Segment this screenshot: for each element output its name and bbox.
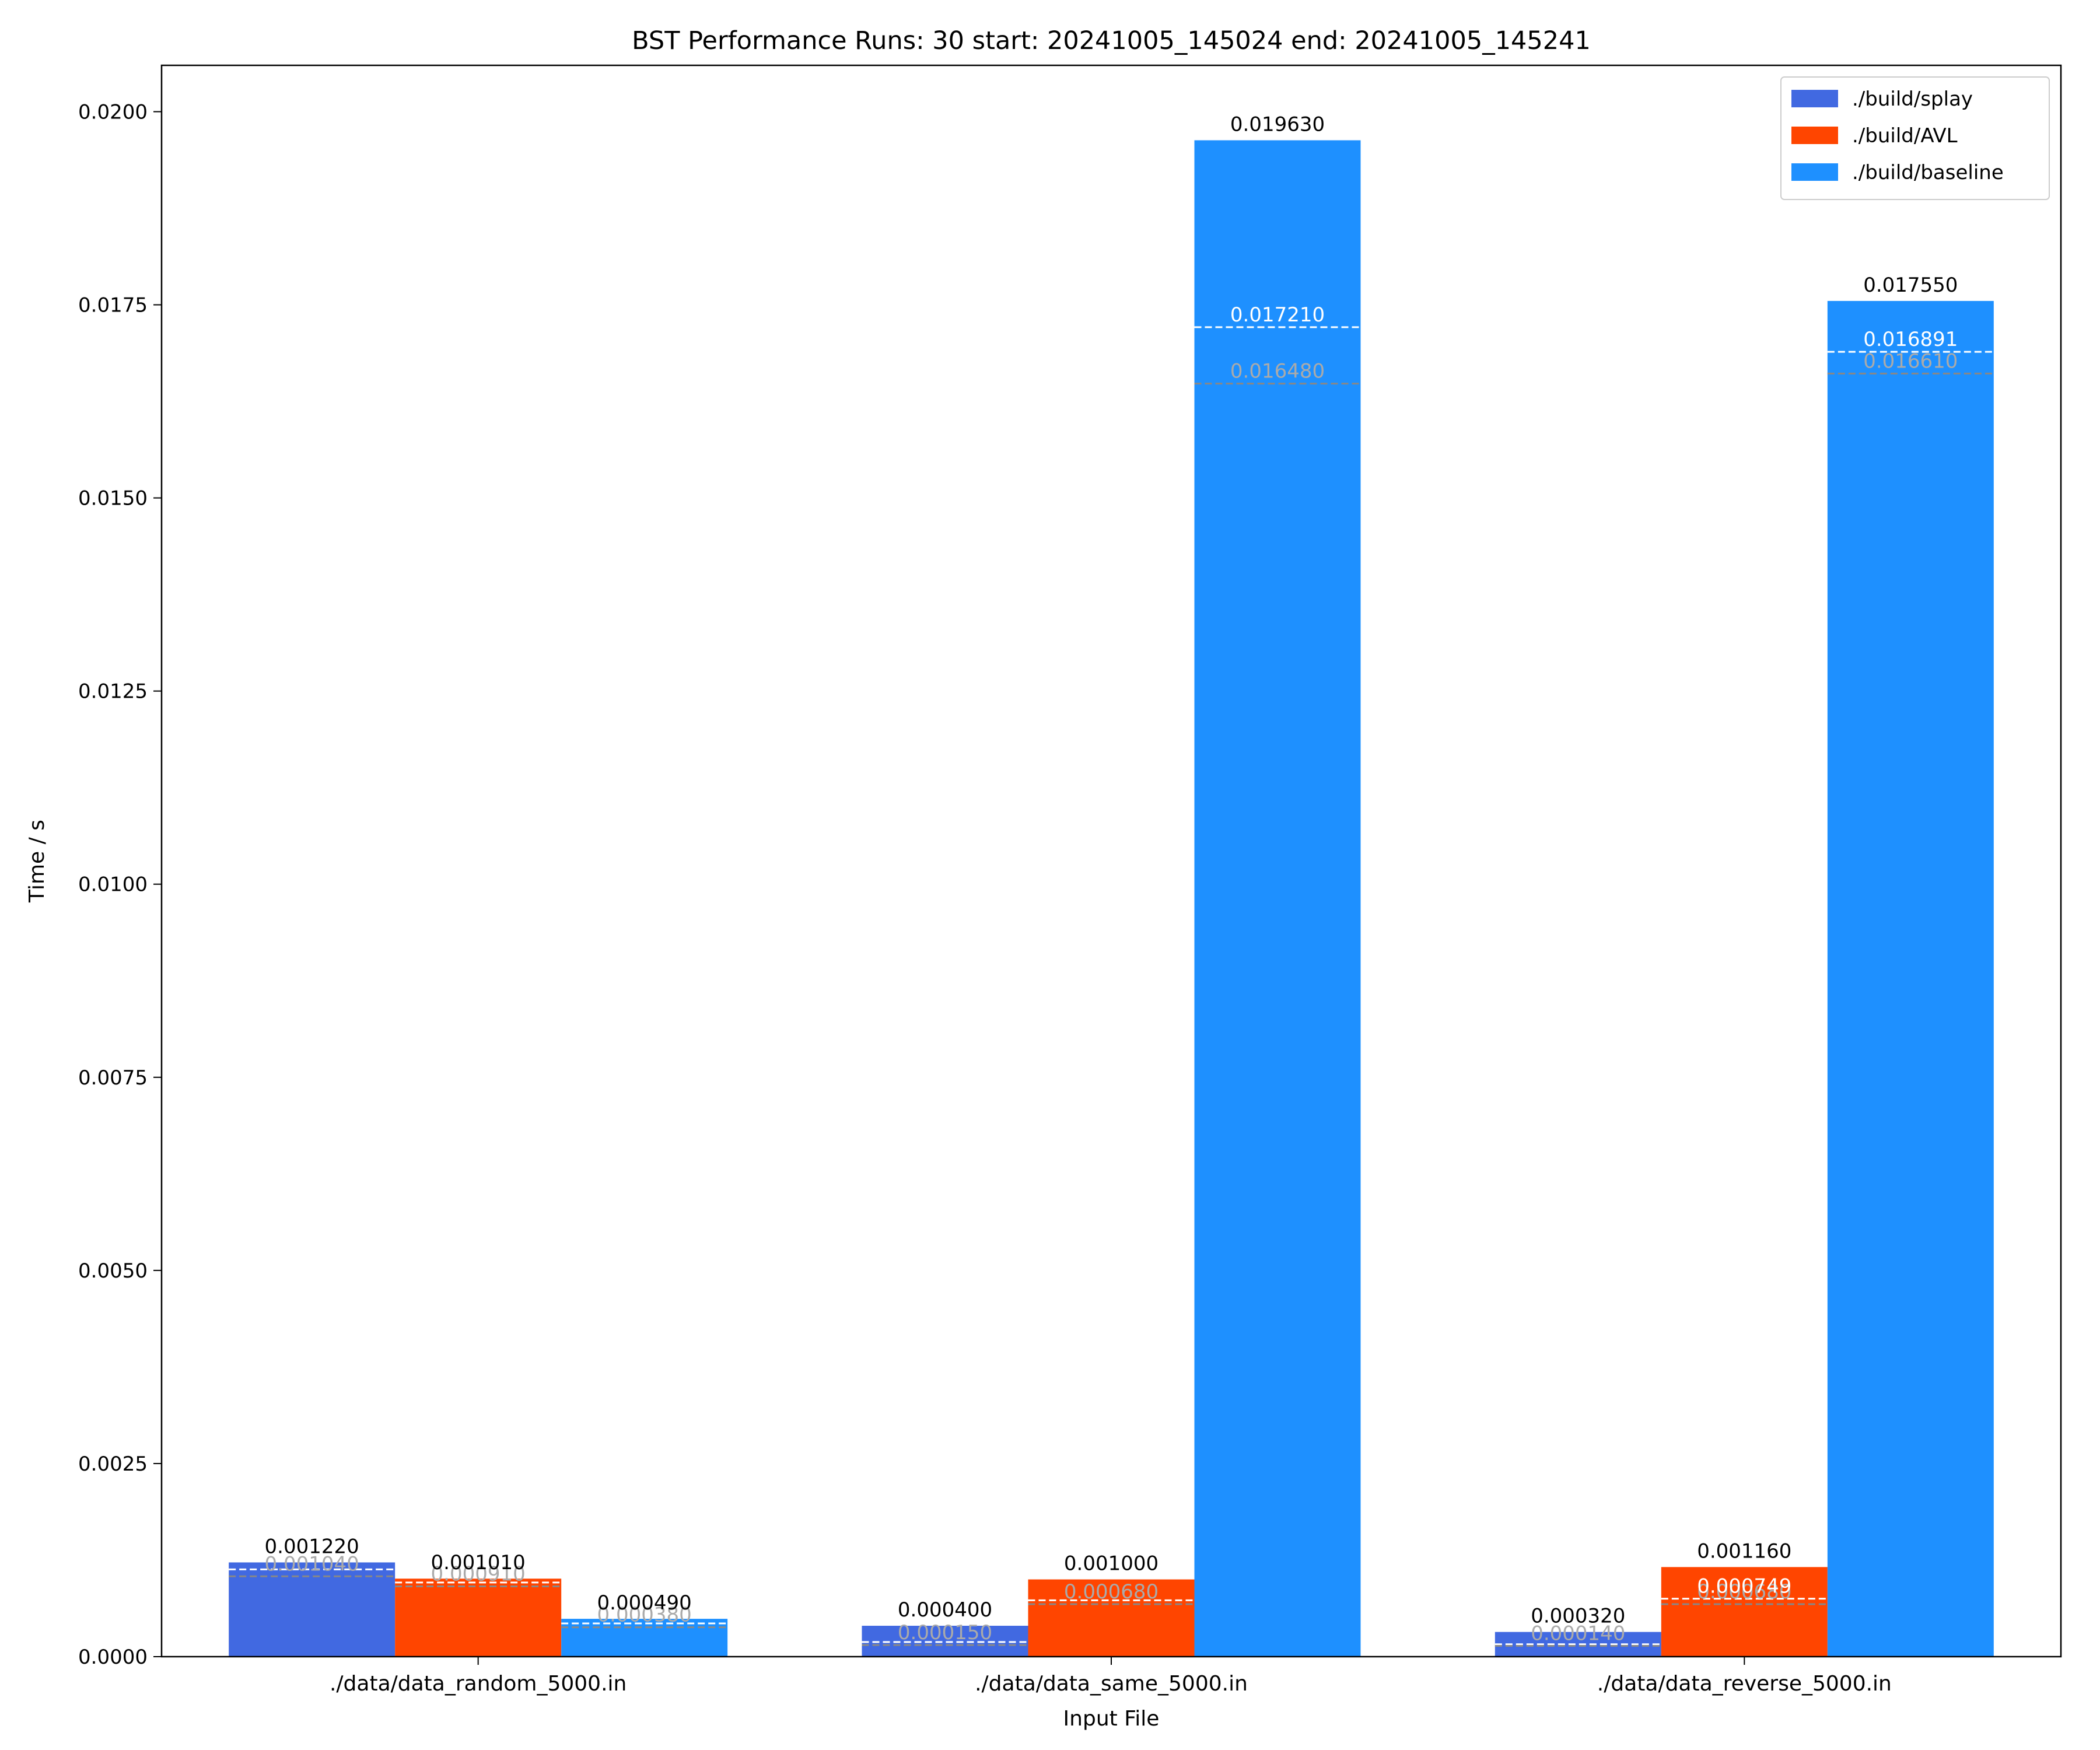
max-label: 0.001010 xyxy=(431,1551,526,1574)
max-label: 0.001000 xyxy=(1064,1552,1158,1576)
x-tick-label: ./data/data_reverse_5000.in xyxy=(1597,1672,1892,1696)
y-axis-label: Time / s xyxy=(25,820,49,903)
plot-frame xyxy=(160,64,2062,1658)
y-tick-label: 0.0125 xyxy=(78,680,148,704)
median-label: 0.001040 xyxy=(265,1552,359,1576)
bar xyxy=(1827,300,1994,1657)
max-label: 0.000320 xyxy=(1531,1605,1625,1628)
legend-label: ./build/AVL xyxy=(1852,124,1958,148)
legend-box xyxy=(1780,76,2050,200)
y-tick-layer: 0.0000 0.0025 0.0050 0.0075 0.0100 0.0125 0.01… xyxy=(78,100,162,1669)
legend-swatch xyxy=(1791,127,1838,144)
bar xyxy=(561,1619,728,1657)
max-label: 0.001160 xyxy=(1697,1539,1791,1563)
legend-label: ./build/baseline xyxy=(1852,161,2004,184)
bar xyxy=(1661,1567,1828,1657)
bar xyxy=(1028,1579,1195,1657)
legend-swatch xyxy=(1791,163,1838,181)
mean-label: 0.017210 xyxy=(1230,303,1325,327)
max-label: 0.017550 xyxy=(1863,274,1958,297)
y-tick-label: 0.0050 xyxy=(78,1259,148,1283)
mean-label: 0.016891 xyxy=(1863,328,1958,351)
x-tick-label: ./data/data_random_5000.in xyxy=(330,1672,626,1696)
median-label: 0.016610 xyxy=(1863,349,1958,373)
max-label: 0.000400 xyxy=(898,1598,992,1622)
y-tick-label: 0.0075 xyxy=(78,1066,148,1090)
median-label: 0.000140 xyxy=(1531,1622,1625,1645)
y-tick-label: 0.0150 xyxy=(78,487,148,510)
x-tick-label: ./data/data_same_5000.in xyxy=(975,1672,1248,1696)
max-label: 0.019630 xyxy=(1230,113,1325,136)
bar xyxy=(395,1578,562,1657)
y-tick-label: 0.0100 xyxy=(78,873,148,897)
median-label: 0.000680 xyxy=(1064,1580,1158,1604)
x-tick-layer: ./data/data_random_5000.in ./data/data_sa… xyxy=(330,1657,1892,1696)
max-label: 0.001220 xyxy=(265,1535,359,1558)
y-tick-label: 0.0175 xyxy=(78,294,148,317)
legend: ./build/splay ./build/AVL ./build/baseline xyxy=(1780,76,2050,200)
median-label: 0.000910 xyxy=(431,1562,526,1586)
chart-title: BST Performance Runs: 30 start: 20241005… xyxy=(632,26,1591,55)
bar xyxy=(229,1562,396,1657)
median-label: 0.000680 xyxy=(1697,1580,1791,1604)
x-axis-label: Input File xyxy=(1063,1707,1160,1731)
median-label: 0.000380 xyxy=(597,1604,692,1627)
legend-swatch xyxy=(1791,90,1838,107)
y-tick-label: 0.0200 xyxy=(78,100,148,124)
bar xyxy=(1194,140,1361,1657)
median-label: 0.016480 xyxy=(1230,360,1325,383)
y-tick-label: 0.0000 xyxy=(78,1646,148,1669)
legend-label: ./build/splay xyxy=(1852,88,1973,111)
mean-label: 0.000749 xyxy=(1697,1575,1791,1598)
median-label: 0.000150 xyxy=(898,1621,992,1644)
max-label: 0.000490 xyxy=(597,1591,692,1615)
y-tick-label: 0.0025 xyxy=(78,1452,148,1476)
